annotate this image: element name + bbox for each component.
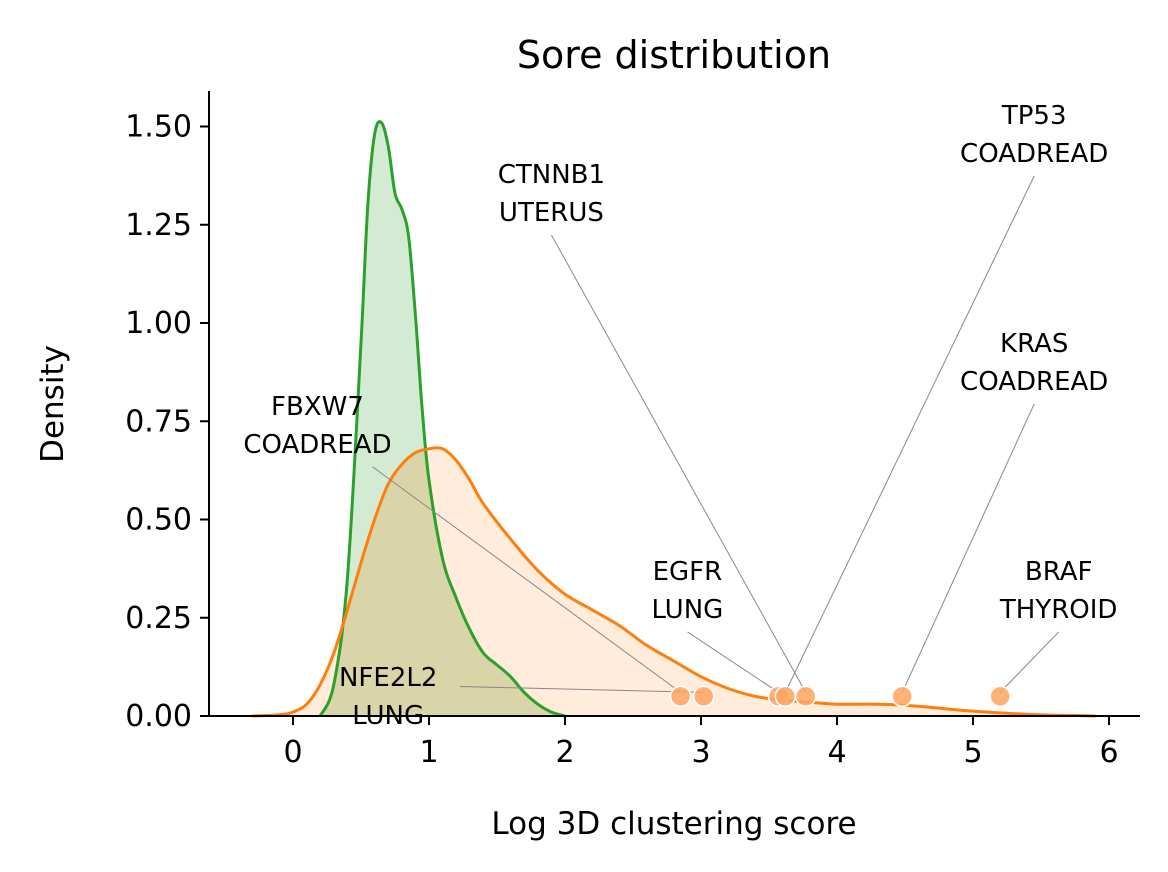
data-point	[989, 685, 1011, 708]
annotation-leaders	[372, 175, 1060, 693]
annotation-label: BRAF THYROID	[999, 557, 1118, 625]
x-tick-label: 4	[827, 735, 846, 770]
y-tick-label: 0.25	[125, 601, 192, 636]
orange-density-line	[252, 446, 1096, 718]
data-points	[669, 685, 1011, 708]
y-axis-label: Density	[35, 345, 71, 463]
annotation-label: FBXW7 COADREAD	[243, 392, 391, 460]
y-tick-label: 0.00	[125, 699, 192, 734]
data-point	[692, 685, 715, 708]
x-axis-label: Log 3D clustering score	[491, 806, 856, 842]
annotation-label: CTNNB1 UTERUS	[498, 160, 605, 228]
axes	[208, 91, 1140, 717]
y-tick-label: 0.50	[125, 503, 192, 538]
x-tick-label: 3	[691, 735, 710, 770]
annotation-label: TP53 COADREAD	[960, 101, 1108, 169]
green-density-line	[318, 120, 566, 718]
x-ticks: 0 1 2 3 4 5 6	[283, 716, 1119, 770]
data-point	[891, 685, 914, 708]
annotation-leader	[372, 466, 681, 693]
annotation-leader	[999, 631, 1060, 693]
data-point	[774, 685, 797, 708]
density-fills	[252, 121, 1096, 716]
data-point	[669, 685, 692, 708]
density-lines	[252, 120, 1096, 718]
x-tick-label: 0	[283, 735, 302, 770]
x-tick-label: 5	[963, 735, 982, 770]
y-tick-label: 0.75	[125, 404, 192, 439]
y-tick-label: 1.50	[125, 110, 192, 145]
y-ticks: 0.00 0.25 0.50 0.75 1.00 1.25 1.50	[125, 110, 209, 734]
annotation-label: KRAS COADREAD	[960, 329, 1108, 397]
annotation-leader	[460, 686, 704, 693]
annotations: TP53 COADREAD CTNNB1 UTERUS KRAS COADREAD FBXW…	[243, 101, 1117, 731]
annotation-leader	[901, 403, 1035, 693]
annotation-leader	[550, 234, 807, 693]
x-tick-label: 6	[1099, 735, 1118, 770]
x-tick-label: 1	[419, 735, 438, 770]
y-tick-label: 1.00	[125, 306, 192, 341]
annotation-leader	[687, 631, 779, 693]
chart-title: Sore distribution	[517, 33, 831, 77]
x-tick-label: 2	[555, 735, 574, 770]
annotation-leader	[784, 175, 1035, 693]
y-tick-label: 1.25	[125, 208, 192, 243]
annotation-label: EGFR LUNG	[651, 557, 723, 625]
data-point	[794, 685, 817, 708]
